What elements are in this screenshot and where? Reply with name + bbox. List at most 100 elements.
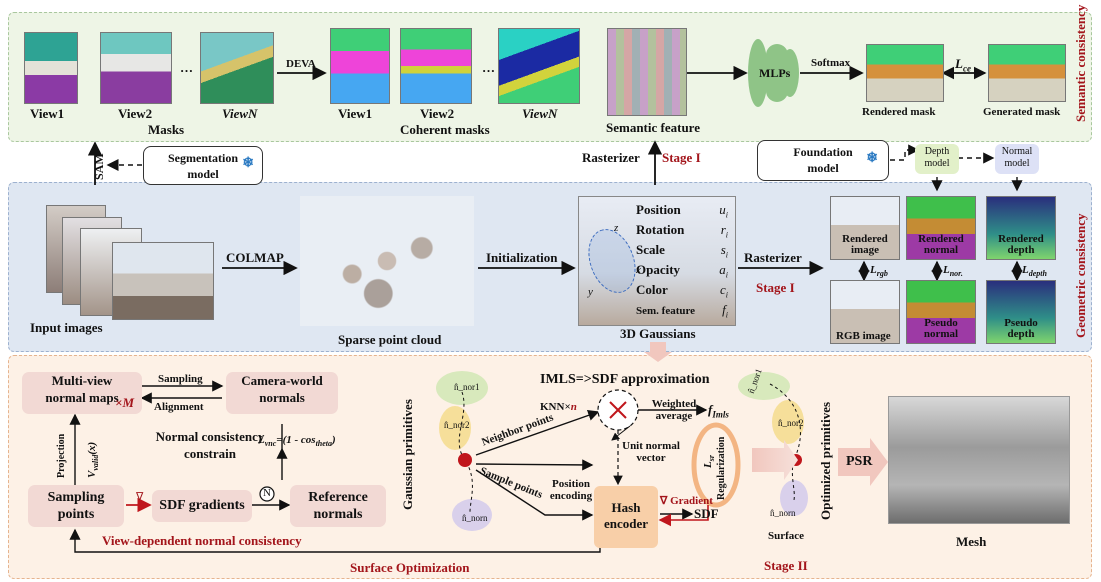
coherent-view1-label: View1 xyxy=(338,106,373,121)
regularization-loop xyxy=(691,422,741,508)
sparse-cloud-label: Sparse point cloud xyxy=(338,332,442,347)
alignment-label: Alignment xyxy=(154,401,204,413)
vdnc-label: View-dependent normal consistency xyxy=(102,533,302,548)
gaussian-attr-color: Color ci xyxy=(636,282,728,300)
stage1-geo-label: Stage I xyxy=(756,280,795,295)
n-nor2-right: n̂_nor2 xyxy=(778,418,804,428)
semantic-feature-image xyxy=(607,28,687,116)
colmap-label: COLMAP xyxy=(226,250,284,265)
l-nor-label: Lnor. xyxy=(943,264,963,279)
sampling-label: Sampling xyxy=(158,373,203,385)
rendered-normal-thumb xyxy=(906,196,976,260)
gaussian-attr-symbol: ui xyxy=(719,202,728,220)
surface-optimization-label: Surface Optimization xyxy=(350,560,470,575)
gaussian-attr-sem-feature: Sem. feature fi xyxy=(636,302,728,320)
pseudo-depth-label: Pseudo depth xyxy=(1004,317,1038,340)
multiview-normal-maps-box: Multi-view normal maps ×M xyxy=(22,372,142,414)
surface-label: Surface xyxy=(768,530,805,542)
sampling-points-text: Sampling points xyxy=(47,490,105,522)
knn-label: KNN×n xyxy=(540,401,577,413)
segmentation-model-box: Segmentation model ❄ xyxy=(143,146,263,185)
semantic-feature-label: Semantic feature xyxy=(606,120,700,135)
ellipsis-1: … xyxy=(180,60,193,75)
rendered-depth-label: Rendered depth xyxy=(998,233,1044,256)
gaussian-attr-scale: Scale si xyxy=(636,242,728,260)
lce-label: Lce xyxy=(955,56,971,74)
gaussian-attr-symbol: fi xyxy=(722,302,728,320)
gaussian-attr-symbol: ri xyxy=(720,222,728,240)
pseudo-normal-thumb xyxy=(906,280,976,344)
mlp-layer-2 xyxy=(766,44,788,102)
view2-image xyxy=(100,32,172,104)
coherent-view2 xyxy=(400,28,472,104)
mesh-label: Mesh xyxy=(956,534,987,549)
pseudo-normal-label: Pseudo normal xyxy=(923,317,959,340)
sdf-label: SDF xyxy=(694,506,719,521)
pseudo-depth-thumb xyxy=(986,280,1056,344)
n-circle-label: N xyxy=(263,487,271,499)
rasterizer-top-label: Rasterizer xyxy=(582,150,640,165)
axis-z: z xyxy=(614,222,619,234)
coherent-view1 xyxy=(330,28,390,104)
n-nor1-left: n̂_nor1 xyxy=(454,382,480,392)
sam-label: SAM xyxy=(92,153,106,180)
psr-arrow xyxy=(838,438,888,486)
rendered-image-label: Rendered image xyxy=(842,233,888,256)
coherent-viewN-label: ViewN xyxy=(522,106,558,121)
stage1-top-label: Stage I xyxy=(662,150,701,165)
arrow-to-stage2 xyxy=(644,342,672,362)
gaussian-primitives-label: Gaussian primitives xyxy=(400,399,415,510)
unit-normal-label: Unit normal vector xyxy=(622,440,680,464)
depth-model-box: Depth model xyxy=(915,144,959,174)
initialization-label: Initialization xyxy=(486,250,558,265)
l-sr-label: Lsr xyxy=(702,455,717,468)
rendered-depth-thumb xyxy=(986,196,1056,260)
generated-mask-label: Generated mask xyxy=(983,106,1061,118)
imls-label: IMLS=>SDF approximation xyxy=(540,372,710,387)
rendered-image-thumb xyxy=(830,196,900,260)
mlp-layer-1 xyxy=(748,39,768,107)
optimized-primitives-label: Optimized primitives xyxy=(818,401,833,520)
viewN-label: ViewN xyxy=(222,106,258,121)
sparse-point-cloud-image xyxy=(300,196,474,326)
depth-model-text: Depth model xyxy=(924,146,950,169)
sample-point xyxy=(458,453,472,467)
input-images-label: Input images xyxy=(30,320,103,335)
projection-label: Projection xyxy=(56,433,67,478)
gaussian-attr-symbol: ai xyxy=(719,262,728,280)
position-encoding-label: Position encoding xyxy=(549,478,593,502)
view2-label: View2 xyxy=(118,106,153,121)
reference-normals-text: Reference normals xyxy=(308,490,368,522)
gaussian-ellipse-purple xyxy=(452,499,492,531)
snowflake-icon: ❄ xyxy=(242,156,254,171)
gaussian-attr-rotation: Rotation ri xyxy=(636,222,728,240)
f-imls-label: fImls xyxy=(708,402,729,420)
foundation-model-box: Foundation model ❄ xyxy=(757,140,889,181)
mesh-image xyxy=(888,396,1070,524)
l-depth-label: Ldepth xyxy=(1022,264,1047,279)
view1-label: View1 xyxy=(30,106,65,121)
gaussian-attr-name: Color xyxy=(636,282,668,297)
coherent-view2-label: View2 xyxy=(420,106,455,121)
gaussian-attr-opacity: Opacity ai xyxy=(636,262,728,280)
gaussian-attr-position: Position ui xyxy=(636,202,728,220)
rendered-mask-image xyxy=(866,44,944,102)
deva-label: DEVA xyxy=(286,58,316,70)
segmentation-model-text: Segmentation model xyxy=(168,151,238,181)
hash-encoder-text: Hash encoder xyxy=(603,500,649,531)
gaussians-label: 3D Gaussians xyxy=(620,326,696,341)
gradient-label: ∇ Gradient xyxy=(660,495,713,507)
gaussian-attr-name: Opacity xyxy=(636,262,681,277)
masks-label: Masks xyxy=(148,122,185,137)
viewN-image xyxy=(200,32,274,104)
gaussian-ellipse-green xyxy=(436,371,488,405)
sdf-gradients-text: SDF gradients xyxy=(159,498,245,513)
axis-x: x xyxy=(636,264,641,276)
l-vnc-label: Lvnc=(1 - costheta) xyxy=(258,434,336,449)
mlps-label: MLPs xyxy=(759,66,791,80)
normal-constrain-label: Normal consistency constrain xyxy=(155,429,265,461)
ellipsis-2: … xyxy=(482,60,495,75)
reference-normals-box: Reference normals xyxy=(290,485,386,527)
sdf-gradients-box: SDF gradients xyxy=(152,490,252,522)
